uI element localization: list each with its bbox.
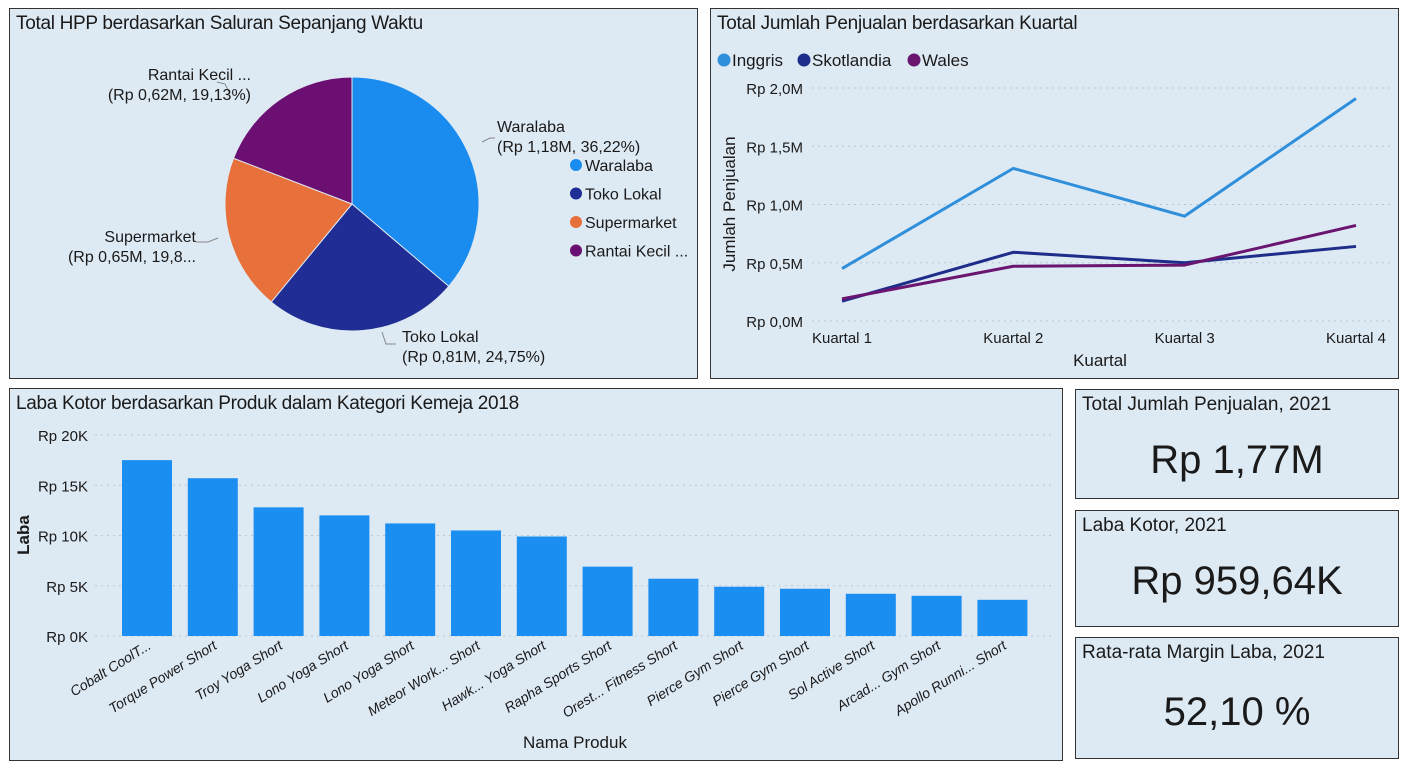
y-tick-label: Rp 5K (46, 579, 88, 596)
pie-leader-line (481, 137, 495, 143)
pie-data-label-name: Rantai Kecil ... (148, 67, 251, 84)
bar (319, 515, 370, 636)
y-tick-label: Rp 20K (38, 428, 88, 445)
legend-item: Toko Lokal (585, 187, 662, 204)
series-line-wales (841, 224, 1357, 301)
x-tick-label: Kuartal 4 (1326, 330, 1386, 347)
kpi-card-sales: Total Jumlah Penjualan, 2021 Rp 1,77M (1075, 389, 1399, 499)
kpi-title: Rata-rata Margin Laba, 2021 (1082, 642, 1325, 663)
x-tick-label: Kuartal 2 (983, 330, 1043, 347)
y-tick-label: Rp 2,0M (746, 81, 803, 98)
legend-dot (797, 53, 811, 67)
x-tick-label: Torque Power Short (106, 636, 221, 716)
pie-slice-rantai-kecil (232, 76, 353, 205)
y-tick-label: Rp 10K (38, 529, 88, 546)
bar (977, 599, 1028, 636)
y-axis-title: Laba (14, 515, 33, 555)
x-tick-label: Meteor Work... Short (365, 636, 484, 719)
kpi-value: Rp 959,64K (1131, 559, 1343, 603)
y-axis-title: Jumlah Penjualan (720, 136, 739, 271)
legend-dot (717, 53, 731, 67)
legend-item: Inggris (732, 51, 783, 70)
y-tick-label: Rp 0,0M (746, 314, 803, 331)
legend-item: Supermarket (585, 215, 677, 232)
x-tick-label: Kuartal 3 (1155, 330, 1215, 347)
bar (648, 578, 699, 636)
pie-data-label-value: (Rp 0,81M, 24,75%) (402, 349, 545, 366)
legend-item: Rantai Kecil ... (585, 244, 688, 261)
line-chart: Rp 0,0M Rp 0,5M Rp 1,0M Rp 1,5M Rp 2,0M Kuart… (717, 51, 1390, 370)
pie-slice-waralaba (351, 76, 480, 288)
x-tick-label: Kuartal 1 (812, 330, 872, 347)
kpi-card-margin: Rata-rata Margin Laba, 2021 52,10 % (1075, 637, 1399, 759)
pie-data-label-name: Toko Lokal (402, 329, 479, 346)
pie-slice-toko-lokal (270, 203, 450, 332)
bar (516, 536, 567, 636)
legend-dot (570, 244, 582, 257)
pie-slice-supermarket (224, 157, 353, 303)
bar (714, 586, 765, 636)
pie-leader-line (196, 237, 219, 243)
bar (385, 523, 436, 636)
y-tick-label: Rp 1,0M (746, 198, 803, 215)
bar (582, 566, 633, 636)
y-tick-label: Rp 15K (38, 478, 88, 495)
bar (911, 595, 962, 636)
kpi-value: 52,10 % (1163, 690, 1311, 734)
bar (845, 593, 896, 636)
kpi-value: Rp 1,77M (1150, 438, 1324, 482)
pie-data-label-value: (Rp 1,18M, 36,22%) (497, 139, 640, 156)
pie-data-label-value: (Rp 0,62M, 19,13%) (108, 87, 251, 104)
legend-item: Skotlandia (812, 51, 892, 70)
y-tick-label: Rp 0K (46, 629, 88, 646)
legend-item: Wales (922, 51, 969, 70)
pie-data-label-name: Waralaba (497, 119, 565, 136)
legend-dot (570, 159, 582, 171)
legend-dot (570, 187, 582, 200)
x-axis-title: Nama Produk (523, 733, 627, 752)
pie-data-label-value: (Rp 0,65M, 19,8... (68, 249, 196, 266)
pie-data-label-name: Supermarket (104, 229, 196, 246)
y-tick-label: Rp 1,5M (746, 139, 803, 156)
kpi-title: Total Jumlah Penjualan, 2021 (1082, 394, 1332, 415)
bar-title: Laba Kotor berdasarkan Produk dalam Kate… (16, 393, 519, 414)
kpi-title: Laba Kotor, 2021 (1082, 515, 1227, 536)
series-line-inggris (841, 97, 1357, 270)
pie-title: Total HPP berdasarkan Saluran Sepanjang … (16, 13, 423, 34)
bar (122, 460, 172, 636)
bar (253, 507, 304, 636)
series-line-skotlandia (841, 244, 1357, 303)
x-tick-label: Orest... Fitness Short (559, 636, 681, 720)
legend-dot (570, 216, 582, 228)
pie-chart: Waralaba (Rp 1,18M, 36,22%) Waralaba Toko L… (68, 67, 688, 366)
kpi-card-gross-profit: Laba Kotor, 2021 Rp 959,64K (1075, 510, 1399, 627)
x-tick-label: Apollo Runni... Short (891, 636, 1010, 719)
bar (780, 588, 830, 636)
legend-item: Waralaba (585, 158, 653, 175)
pie-leader-line (381, 331, 396, 345)
x-tick-label: Rapha Sports Short (501, 636, 615, 715)
legend-dot (907, 53, 921, 67)
pie-leader-line (216, 81, 231, 95)
bar (187, 478, 238, 636)
bar (451, 530, 501, 636)
x-axis-title: Kuartal (1073, 351, 1127, 370)
line-title: Total Jumlah Penjualan berdasarkan Kuart… (717, 13, 1078, 34)
line-panel: Total Jumlah Penjualan berdasarkan Kuart… (710, 8, 1399, 379)
y-tick-label: Rp 0,5M (746, 256, 803, 273)
